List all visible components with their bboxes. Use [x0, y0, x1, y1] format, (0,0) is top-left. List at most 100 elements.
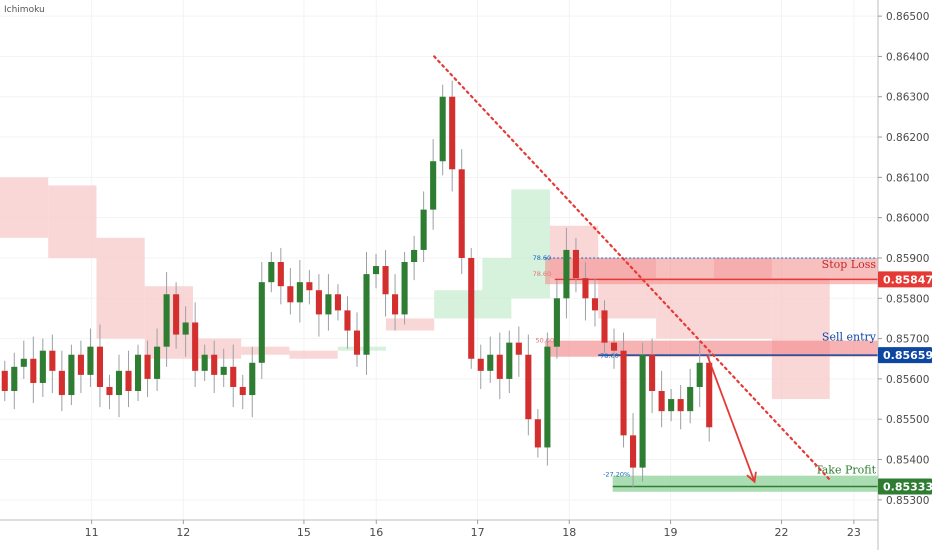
candle-body	[315, 290, 322, 315]
candle-body	[20, 358, 27, 367]
cloud-segment	[656, 278, 714, 339]
cloud-segment	[96, 237, 145, 339]
price-badges: 0.85847 0.85659 0.85333	[878, 271, 932, 495]
level-annotation: Stop Loss	[822, 258, 877, 271]
fib-label: 78.60	[533, 254, 552, 262]
indicator-label: Ichimoku	[4, 5, 45, 15]
y-tick-label: 0.86200	[886, 132, 929, 144]
y-axis[interactable]: 0.86500 0.86400 0.86300 0.86200 0.86100 0.860…	[877, 0, 929, 550]
price-badge-label: 0.85333	[883, 481, 932, 494]
candle-body	[353, 330, 361, 355]
candle-body	[173, 294, 180, 335]
candle-body	[325, 294, 332, 315]
y-tick-label: 0.86400	[886, 51, 929, 63]
cloud-segment	[241, 346, 290, 355]
candle-body	[668, 399, 675, 412]
level-annotation: Sell entry	[822, 331, 877, 344]
price-badge-label: 0.85659	[883, 349, 932, 362]
candle-body	[77, 354, 84, 375]
candle-body	[487, 354, 494, 371]
y-tick-label: 0.86300	[886, 92, 929, 104]
candle-body	[591, 298, 599, 311]
candle-body	[96, 346, 104, 387]
candle-body	[239, 386, 246, 396]
grid	[0, 0, 878, 520]
candle-body	[306, 282, 313, 291]
x-tick-label: 15	[297, 526, 311, 539]
projection-arrow	[706, 354, 756, 483]
sell-entry-zone	[545, 340, 878, 357]
candle-body	[1, 370, 8, 392]
cloud-segment	[337, 346, 386, 351]
candle-body	[582, 278, 589, 299]
fib-label: -27.20%	[603, 470, 630, 478]
cloud-segment	[0, 177, 49, 238]
candle-body	[87, 346, 94, 375]
candle-body	[296, 282, 303, 303]
take-profit-zone	[612, 475, 878, 492]
candle-body	[277, 262, 284, 287]
cloud-segment	[434, 290, 483, 319]
candle-body	[220, 366, 227, 375]
candle-body	[11, 366, 18, 392]
candle-body	[572, 249, 579, 279]
candle-body	[58, 370, 65, 396]
x-tick-label: 22	[775, 526, 789, 539]
candle-body	[344, 310, 351, 331]
x-tick-label: 12	[176, 526, 190, 539]
cloud-segment	[511, 189, 550, 299]
candles	[1, 80, 713, 488]
candle-body	[515, 342, 522, 355]
drawings	[433, 55, 831, 484]
x-tick-label: 19	[664, 526, 678, 539]
candle-body	[506, 342, 513, 379]
candle-body	[677, 399, 684, 412]
y-tick-label: 0.85900	[886, 253, 929, 265]
candle-body	[649, 354, 656, 392]
x-tick-label: 23	[847, 526, 861, 539]
candle-body	[154, 346, 161, 379]
candle-body	[553, 298, 560, 347]
candle-body	[363, 274, 370, 355]
y-tick-label: 0.86100	[886, 172, 929, 184]
candle-body	[68, 354, 75, 396]
y-tick-label: 0.86000	[886, 213, 929, 225]
fib-label: 78.60	[600, 352, 619, 360]
candle-body	[420, 209, 427, 250]
candle-body	[268, 262, 275, 283]
candle-body	[706, 362, 713, 428]
x-tick-label: 16	[369, 526, 383, 539]
price-badge-label: 0.85847	[883, 273, 932, 286]
candle-body	[401, 262, 408, 315]
candle-body	[430, 161, 437, 210]
x-axis[interactable]: 11 12 15 16 17 18 19 22 23	[0, 519, 878, 539]
x-tick-label: 17	[471, 526, 485, 539]
candle-body	[258, 282, 265, 363]
candle-body	[696, 362, 703, 387]
candle-body	[287, 286, 294, 303]
candle-body	[544, 346, 551, 448]
cloud-segment	[289, 350, 338, 359]
candle-body	[439, 96, 446, 162]
y-tick-label: 0.85400	[886, 455, 929, 467]
candle-body	[134, 354, 142, 392]
candle-body	[630, 435, 637, 468]
dotted-trendline	[433, 55, 831, 481]
candle-body	[458, 169, 465, 258]
candle-body	[449, 96, 456, 170]
candle-body	[163, 294, 170, 347]
candle-body	[39, 350, 46, 383]
candle-body	[106, 386, 113, 396]
candle-body	[372, 266, 380, 275]
candle-body	[639, 354, 646, 468]
candle-body	[49, 350, 56, 371]
candle-body	[525, 354, 532, 420]
y-tick-label: 0.85300	[886, 495, 929, 507]
x-tick-label: 18	[562, 526, 576, 539]
candle-body	[144, 354, 151, 379]
candle-body	[468, 257, 475, 359]
price-badge	[878, 347, 932, 364]
candle-body	[534, 419, 541, 448]
ichimoku-cloud	[0, 177, 830, 400]
